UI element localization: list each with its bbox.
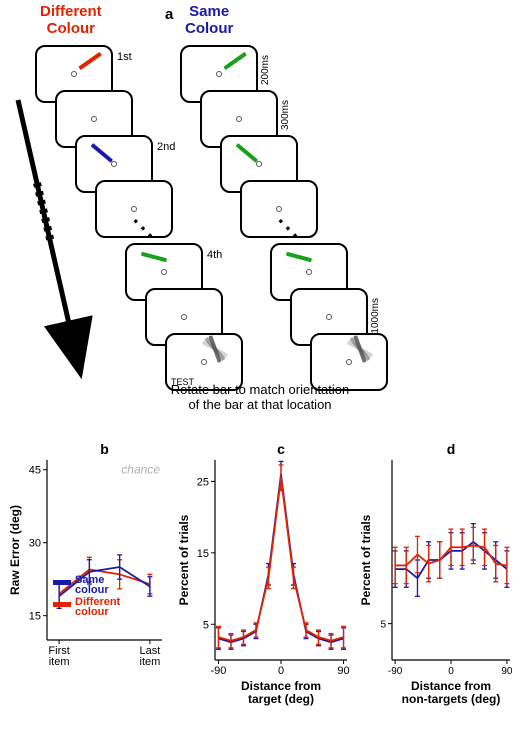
panel-b-plot: 153045FirstitemLastitemRaw Error (deg)bc… (5, 440, 170, 730)
svg-text:Percent of trials: Percent of trials (177, 514, 191, 605)
ordinal-label: 4th (207, 249, 222, 261)
svg-text:Distance from: Distance from (411, 679, 491, 693)
fixation-icon (306, 269, 312, 275)
svg-text:b: b (100, 441, 109, 457)
stimulus-bar (236, 143, 258, 162)
svg-text:90: 90 (501, 666, 513, 677)
svg-text:45: 45 (29, 465, 41, 477)
panel-d-plot: 5 -90 0 90 Percent of trials Distance fromnon… (360, 440, 518, 730)
svg-text:5: 5 (380, 620, 386, 631)
timing-label: 200ms (260, 55, 271, 85)
svg-text:-90: -90 (211, 665, 227, 677)
svg-text:item: item (49, 656, 70, 668)
panel-c-plot: 5 15 25 -90 0 90 Percent of trials Distance fro… (175, 440, 355, 730)
stimulus-bar (286, 252, 312, 262)
timing-label: 300ms (280, 100, 291, 130)
time-arrow (0, 0, 200, 400)
fixation-icon (236, 116, 242, 122)
svg-text:0: 0 (278, 665, 284, 677)
svg-text:d: d (447, 441, 456, 457)
svg-text:item: item (140, 656, 161, 668)
svg-text:15: 15 (197, 548, 209, 560)
fixation-icon (326, 314, 332, 320)
fixation-icon (276, 206, 282, 212)
fixation-icon (201, 359, 207, 365)
svg-text:colour: colour (75, 584, 109, 596)
fixation-icon (256, 161, 262, 167)
timing-label: 1000ms (370, 298, 381, 334)
svg-text:Percent of trials: Percent of trials (360, 514, 373, 605)
svg-text:c: c (277, 441, 285, 457)
svg-text:non-targets (deg): non-targets (deg) (402, 692, 501, 706)
panel-a-caption: Rotate bar to match orientationof the ba… (110, 382, 410, 412)
svg-text:30: 30 (29, 538, 41, 550)
svg-text:5: 5 (203, 619, 209, 631)
fixation-icon (216, 71, 222, 77)
svg-text:target (deg): target (deg) (248, 692, 314, 706)
svg-text:25: 25 (197, 476, 209, 488)
svg-text:15: 15 (29, 611, 41, 623)
svg-text:colour: colour (75, 606, 109, 618)
fixation-icon (346, 359, 352, 365)
stimulus-bar (223, 52, 246, 70)
panel-a: a DifferentColour SameColour 1st2nd...4t… (0, 0, 520, 430)
svg-text:Raw Error (deg): Raw Error (deg) (8, 505, 22, 595)
svg-text:Distance from: Distance from (241, 679, 321, 693)
svg-text:chance: chance (121, 463, 160, 477)
svg-text:-90: -90 (388, 666, 403, 677)
svg-text:0: 0 (448, 666, 454, 677)
svg-text:90: 90 (337, 665, 349, 677)
